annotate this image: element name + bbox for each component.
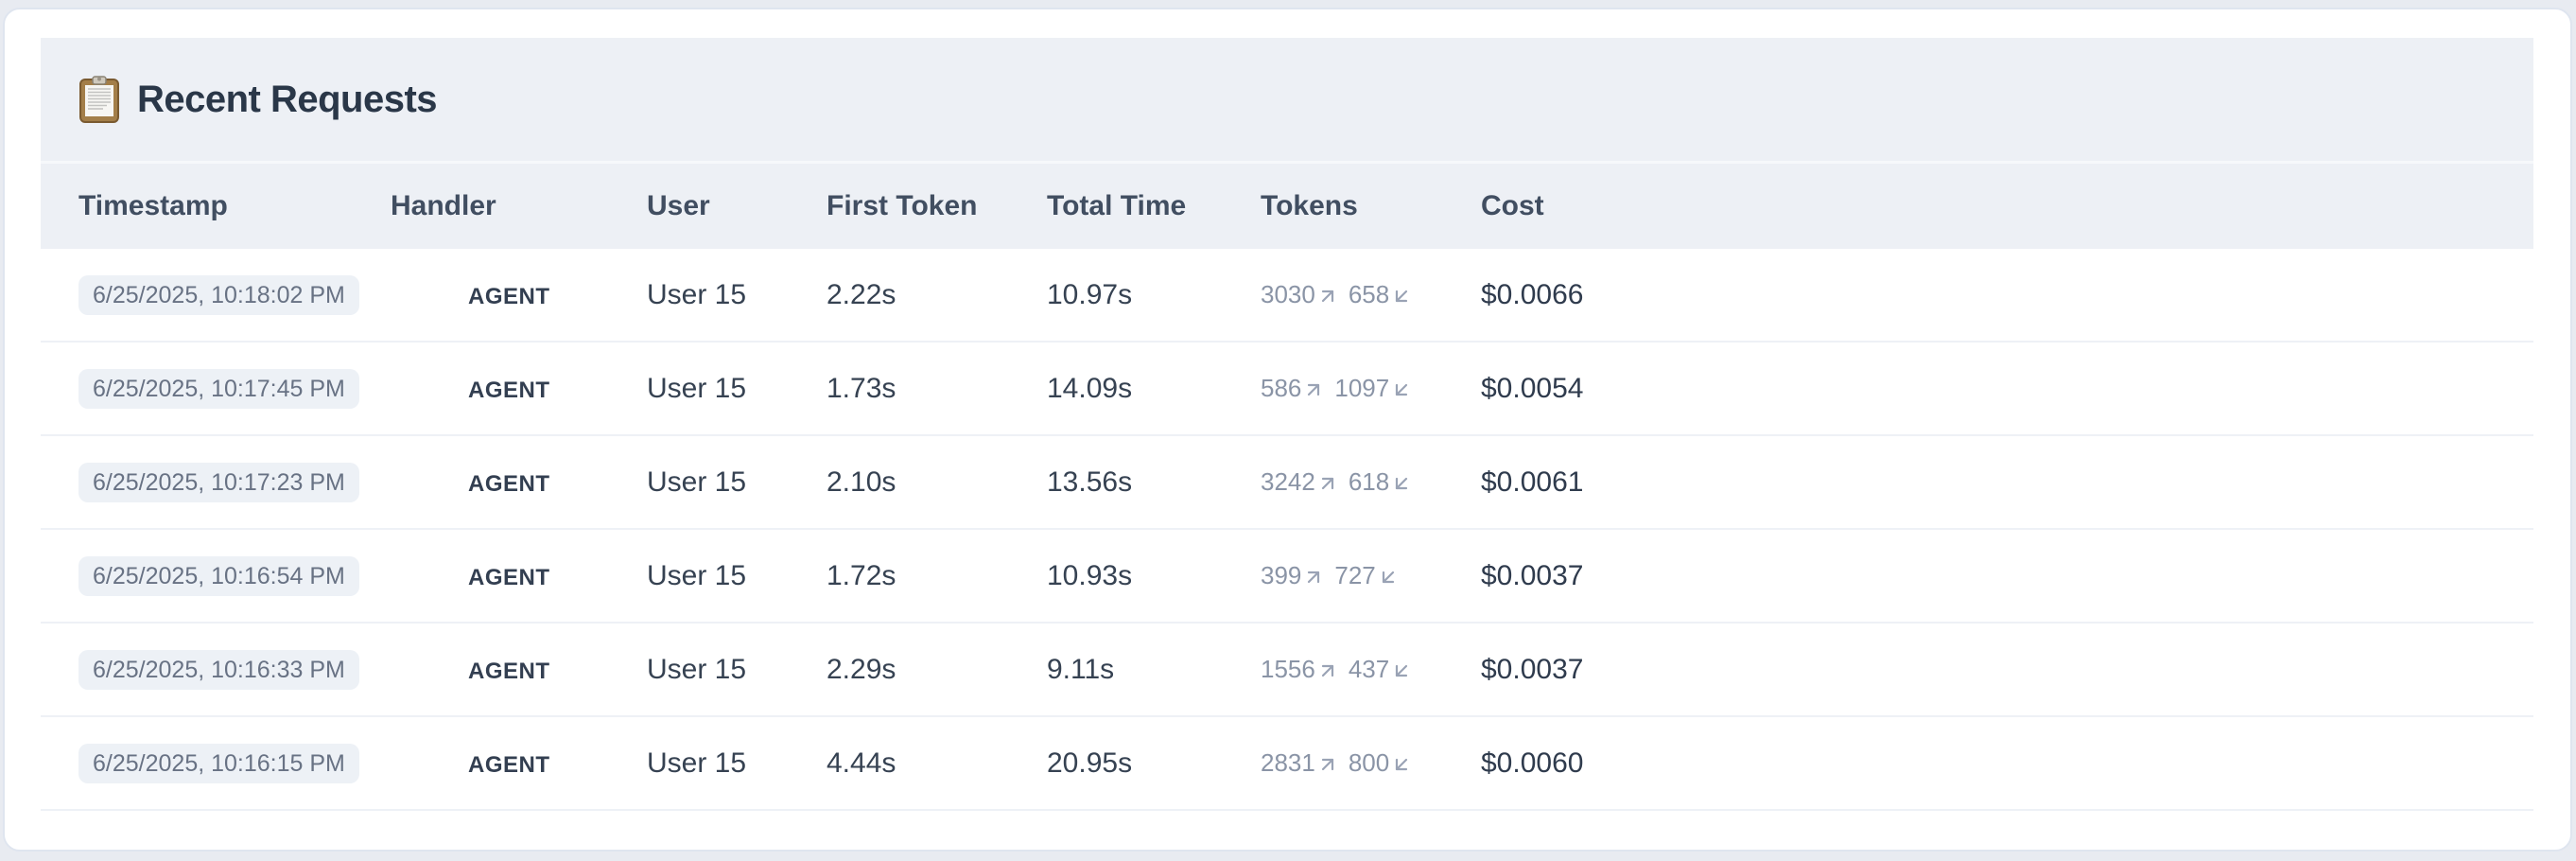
arrow-up-right-icon — [1321, 290, 1333, 302]
card-header: Recent Requests — [41, 38, 2533, 164]
handler-badge: AGENT — [468, 470, 550, 497]
arrow-up-right-icon — [1321, 758, 1333, 770]
cost-cell: $0.0054 — [1481, 372, 1584, 404]
arrow-up-right-icon — [1321, 664, 1333, 676]
table-row: 6/25/2025, 10:17:23 PM AGENT User 15 2.1… — [41, 436, 2533, 530]
user-cell: User 15 — [647, 559, 747, 591]
clipboard-icon — [79, 76, 119, 123]
tokens-in-value: 586 — [1261, 374, 1302, 402]
arrow-down-left-icon — [1396, 383, 1408, 395]
table-row: 6/25/2025, 10:16:33 PM AGENT User 15 2.2… — [41, 624, 2533, 717]
table-row: 6/25/2025, 10:17:45 PM AGENT User 15 1.7… — [41, 343, 2533, 436]
arrow-down-left-icon — [1382, 571, 1394, 583]
tokens-in-value: 399 — [1261, 561, 1302, 589]
cost-cell: $0.0061 — [1481, 466, 1584, 498]
handler-cell: AGENT — [353, 279, 609, 311]
page-title: Recent Requests — [137, 78, 438, 120]
user-cell: User 15 — [647, 278, 747, 310]
handler-badge: AGENT — [468, 377, 550, 403]
first-token-cell: 2.29s — [827, 653, 896, 685]
user-cell: User 15 — [647, 372, 747, 404]
handler-cell: AGENT — [353, 747, 609, 780]
cost-cell: $0.0060 — [1481, 747, 1584, 779]
tokens-cell: 399 727 — [1223, 561, 1443, 590]
tokens-in-value: 2831 — [1261, 748, 1315, 777]
handler-badge: AGENT — [468, 751, 550, 778]
timestamp-cell: 6/25/2025, 10:17:45 PM — [41, 368, 359, 409]
table-row: 6/25/2025, 10:16:54 PM AGENT User 15 1.7… — [41, 530, 2533, 624]
table-header-row: Timestamp Handler User First Token Total… — [41, 164, 2533, 249]
table-body: 6/25/2025, 10:18:02 PM AGENT User 15 2.2… — [41, 249, 2533, 811]
tokens-out-value: 800 — [1348, 748, 1390, 777]
handler-cell: AGENT — [353, 654, 609, 686]
tokens-cell: 1556 437 — [1223, 655, 1443, 684]
column-header-tokens: Tokens — [1261, 190, 1358, 221]
handler-badge: AGENT — [468, 564, 550, 590]
timestamp-badge: 6/25/2025, 10:17:45 PM — [78, 368, 359, 409]
tokens-out-value: 437 — [1348, 655, 1390, 683]
first-token-cell: 2.22s — [827, 278, 896, 310]
recent-requests-card: Recent Requests Timestamp Handler User F… — [3, 8, 2572, 852]
timestamp-badge: 6/25/2025, 10:18:02 PM — [78, 274, 359, 315]
total-time-cell: 10.97s — [1047, 278, 1133, 310]
tokens-cell: 2831 800 — [1223, 748, 1443, 778]
total-time-cell: 10.93s — [1047, 559, 1133, 591]
tokens-out-value: 658 — [1348, 280, 1390, 308]
tokens-in-value: 1556 — [1261, 655, 1315, 683]
tokens-in-value: 3242 — [1261, 467, 1315, 496]
first-token-cell: 4.44s — [827, 747, 896, 779]
timestamp-cell: 6/25/2025, 10:18:02 PM — [41, 274, 359, 315]
column-header-user: User — [647, 190, 710, 221]
cost-cell: $0.0037 — [1481, 653, 1584, 685]
tokens-out-value: 618 — [1348, 467, 1390, 496]
arrow-up-right-icon — [1308, 383, 1320, 395]
column-header-first-token: First Token — [827, 190, 978, 221]
handler-badge: AGENT — [468, 658, 550, 684]
user-cell: User 15 — [647, 466, 747, 498]
tokens-in-value: 3030 — [1261, 280, 1315, 308]
user-cell: User 15 — [647, 653, 747, 685]
handler-cell: AGENT — [353, 466, 609, 499]
recent-requests-panel: Recent Requests Timestamp Handler User F… — [41, 38, 2533, 811]
tokens-cell: 3242 618 — [1223, 467, 1443, 497]
arrow-down-left-icon — [1396, 664, 1408, 676]
total-time-cell: 9.11s — [1047, 653, 1115, 685]
handler-cell: AGENT — [353, 373, 609, 405]
cost-cell: $0.0037 — [1481, 559, 1584, 591]
timestamp-cell: 6/25/2025, 10:17:23 PM — [41, 462, 359, 502]
total-time-cell: 13.56s — [1047, 466, 1133, 498]
tokens-cell: 3030 658 — [1223, 280, 1443, 309]
column-header-timestamp: Timestamp — [78, 190, 228, 221]
handler-badge: AGENT — [468, 283, 550, 309]
tokens-out-value: 1097 — [1334, 374, 1390, 402]
timestamp-cell: 6/25/2025, 10:16:54 PM — [41, 555, 359, 596]
column-header-cost: Cost — [1481, 190, 1544, 221]
user-cell: User 15 — [647, 747, 747, 779]
column-header-total-time: Total Time — [1047, 190, 1187, 221]
first-token-cell: 1.73s — [827, 372, 896, 404]
first-token-cell: 1.72s — [827, 559, 896, 591]
table-row: 6/25/2025, 10:16:15 PM AGENT User 15 4.4… — [41, 717, 2533, 811]
arrow-down-left-icon — [1396, 758, 1408, 770]
timestamp-cell: 6/25/2025, 10:16:33 PM — [41, 649, 359, 690]
arrow-down-left-icon — [1396, 290, 1408, 302]
arrow-up-right-icon — [1308, 571, 1320, 583]
timestamp-badge: 6/25/2025, 10:17:23 PM — [78, 462, 359, 502]
column-header-handler: Handler — [391, 190, 496, 221]
tokens-out-value: 727 — [1334, 561, 1376, 589]
arrow-up-right-icon — [1321, 477, 1333, 489]
timestamp-badge: 6/25/2025, 10:16:54 PM — [78, 555, 359, 596]
tokens-cell: 586 1097 — [1223, 374, 1443, 403]
timestamp-cell: 6/25/2025, 10:16:15 PM — [41, 743, 359, 783]
total-time-cell: 14.09s — [1047, 372, 1133, 404]
cost-cell: $0.0066 — [1481, 278, 1584, 310]
total-time-cell: 20.95s — [1047, 747, 1133, 779]
arrow-down-left-icon — [1396, 477, 1408, 489]
handler-cell: AGENT — [353, 560, 609, 592]
first-token-cell: 2.10s — [827, 466, 896, 498]
table-row: 6/25/2025, 10:18:02 PM AGENT User 15 2.2… — [41, 249, 2533, 343]
timestamp-badge: 6/25/2025, 10:16:15 PM — [78, 743, 359, 783]
timestamp-badge: 6/25/2025, 10:16:33 PM — [78, 649, 359, 690]
